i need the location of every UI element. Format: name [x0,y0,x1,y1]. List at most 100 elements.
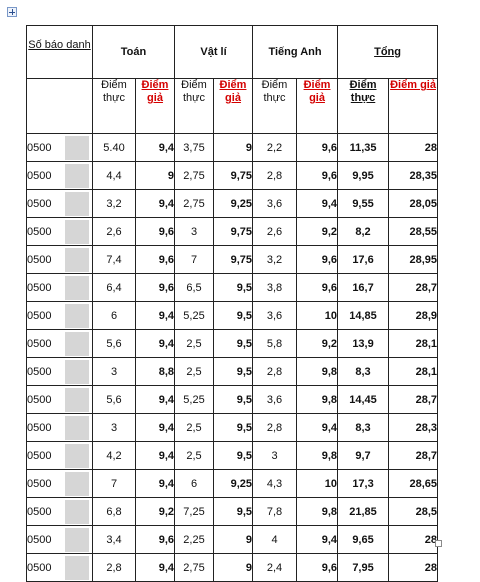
total-fake-cell: 28 [388,553,439,582]
physics-actual-cell: 2,75 [174,189,214,218]
total-actual-cell: 14,85 [337,301,390,330]
math-fake-cell: 9,4 [135,329,175,358]
total-actual-cell: 8,3 [337,413,390,442]
english-actual-cell: 2,2 [252,133,298,162]
math-fake-cell: 9 [135,161,175,190]
header-total-fake: Điểm giả [388,78,439,134]
math-actual-cell: 4,2 [92,441,136,470]
table-row: 0500 3,4 9,6 2,25 9 4 9,4 9,65 28 [26,525,439,554]
header-total-actual: Điểm thực [337,78,390,134]
total-fake-cell: 28,05 [388,189,439,218]
math-fake-cell: 9,4 [135,469,175,498]
candidate-number: 0500 [27,141,52,154]
table-row: 0500 7 9,4 6 9,25 4,3 10 17,3 28,65 [26,469,439,498]
physics-actual-cell: 2,75 [174,553,214,582]
english-actual-cell: 2,4 [252,553,298,582]
physics-actual-cell: 2,5 [174,357,214,386]
total-fake-cell: 28,7 [388,385,439,414]
physics-actual-cell: 3,75 [174,133,214,162]
math-fake-cell: 9,4 [135,189,175,218]
english-fake-cell: 9,6 [296,133,339,162]
candidate-number: 0500 [27,449,52,462]
header-math: Toán [92,25,175,79]
total-fake-cell: 28,9 [388,301,439,330]
redaction-block [65,556,89,580]
total-actual-cell: 9,7 [337,441,390,470]
total-actual-cell: 16,7 [337,273,390,302]
english-actual-cell: 3,8 [252,273,298,302]
table-resize-handle[interactable] [435,540,442,547]
redaction-block [65,248,89,272]
redaction-block [65,528,89,552]
candidate-number: 0500 [27,477,52,490]
candidate-number-cell: 0500 [26,189,93,218]
candidate-number-cell: 0500 [26,245,93,274]
english-fake-cell: 9,6 [296,161,339,190]
english-actual-cell: 2,8 [252,357,298,386]
english-fake-cell: 9,8 [296,385,339,414]
table-row: 0500 5,6 9,4 5,25 9,5 3,6 9,8 14,45 28,7 [26,385,439,414]
total-actual-cell: 8,2 [337,217,390,246]
candidate-number: 0500 [27,337,52,350]
math-fake-cell: 9,4 [135,413,175,442]
redaction-block [65,164,89,188]
english-actual-cell: 2,8 [252,161,298,190]
candidate-number: 0500 [27,309,52,322]
english-fake-cell: 9,8 [296,441,339,470]
english-fake-cell: 10 [296,301,339,330]
candidate-number: 0500 [27,169,52,182]
physics-fake-cell: 9,5 [212,357,254,386]
candidate-number-cell: 0500 [26,161,93,190]
table-row: 0500 6 9,4 5,25 9,5 3,6 10 14,85 28,9 [26,301,439,330]
candidate-number-cell: 0500 [26,525,93,554]
english-actual-cell: 5,8 [252,329,298,358]
math-actual-cell: 3 [92,357,136,386]
table-row: 0500 5.40 9,4 3,75 9 2,2 9,6 11,35 28 [26,133,439,162]
redaction-block [65,332,89,356]
physics-fake-cell: 9 [212,553,254,582]
header-math-fake: Điểm giả [135,78,175,134]
total-fake-cell: 28 [388,133,439,162]
math-actual-cell: 3 [92,413,136,442]
physics-fake-cell: 9,5 [212,273,254,302]
math-fake-cell: 8,8 [135,357,175,386]
header-math-actual: Điểm thực [92,78,136,134]
physics-actual-cell: 5,25 [174,385,214,414]
candidate-number-cell: 0500 [26,301,93,330]
total-fake-cell: 28,7 [388,273,439,302]
english-actual-cell: 2,6 [252,217,298,246]
redaction-block [65,220,89,244]
table-row: 0500 4,2 9,4 2,5 9,5 3 9,8 9,7 28,7 [26,441,439,470]
total-fake-cell: 28,7 [388,441,439,470]
english-fake-cell: 9,6 [296,553,339,582]
physics-actual-cell: 2,5 [174,329,214,358]
candidate-number-cell: 0500 [26,497,93,526]
redaction-block [65,360,89,384]
math-actual-cell: 3,4 [92,525,136,554]
candidate-number-cell: 0500 [26,329,93,358]
total-fake-cell: 28,1 [388,329,439,358]
total-actual-cell: 7,95 [337,553,390,582]
english-fake-cell: 9,4 [296,189,339,218]
english-fake-cell: 9,6 [296,273,339,302]
total-actual-cell: 14,45 [337,385,390,414]
candidate-number-cell: 0500 [26,273,93,302]
table-move-handle[interactable] [7,7,17,17]
math-actual-cell: 3,2 [92,189,136,218]
math-fake-cell: 9,4 [135,133,175,162]
math-actual-cell: 6 [92,301,136,330]
candidate-number: 0500 [27,281,52,294]
header-candidate-number: Số báo danh [26,25,93,79]
redaction-block [65,416,89,440]
candidate-number: 0500 [27,533,52,546]
physics-fake-cell: 9,5 [212,413,254,442]
physics-fake-cell: 9,5 [212,301,254,330]
candidate-number: 0500 [27,225,52,238]
physics-fake-cell: 9,75 [212,245,254,274]
english-actual-cell: 2,8 [252,413,298,442]
redaction-block [65,192,89,216]
candidate-number: 0500 [27,561,52,574]
math-fake-cell: 9,6 [135,245,175,274]
math-fake-cell: 9,2 [135,497,175,526]
candidate-number: 0500 [27,421,52,434]
